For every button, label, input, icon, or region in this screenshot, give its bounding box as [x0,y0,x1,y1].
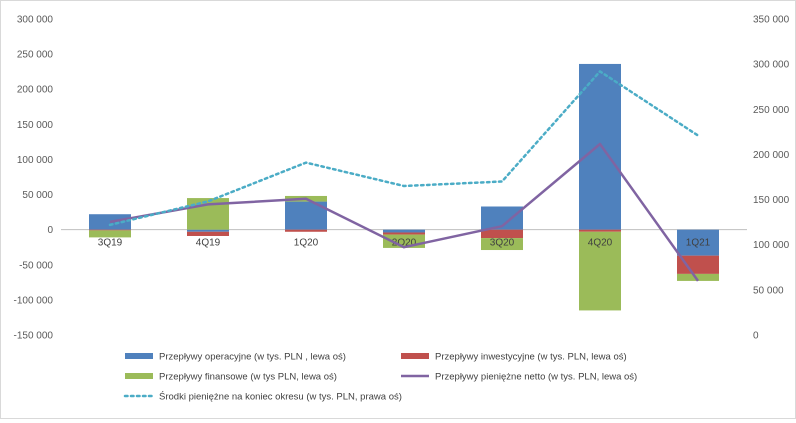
series-line [109,142,700,282]
right-tick-label: 200 000 [753,150,790,161]
left-tick-label: 250 000 [17,50,54,61]
left-tick-label: -100 000 [14,295,54,306]
legend: Przepływy operacyjne (w tys. PLN , lewa … [123,352,637,403]
bar [481,238,523,251]
legend-swatch [401,353,429,359]
left-tick-label: 0 [47,225,53,236]
category-label: 2Q20 [392,238,417,249]
bar [89,229,131,231]
left-tick-label: 300 000 [17,15,54,26]
left-tick-label: 100 000 [17,155,54,166]
bar [383,232,425,235]
category-label: 4Q19 [196,238,221,249]
bar [481,206,523,230]
left-tick-label: 50 000 [22,190,53,201]
left-tick-label: -50 000 [19,260,53,271]
legend-label: Środki pieniężne na koniec okresu (w tys… [159,391,402,403]
right-tick-label: 100 000 [753,240,790,251]
series-lines [108,70,700,282]
left-tick-label: -150 000 [14,331,54,342]
legend-swatch [125,353,153,359]
left-axis-ticks: 300 000 250 000 200 000 150 000 100 000 50 00… [14,15,54,342]
bar [579,63,621,230]
bar [579,229,621,232]
category-label: 3Q19 [98,238,123,249]
bar [187,231,229,236]
bar [89,230,131,238]
bar [677,273,719,281]
category-label: 3Q20 [490,238,515,249]
right-tick-label: 50 000 [753,285,784,296]
legend-label: Przepływy operacyjne (w tys. PLN , lewa … [159,352,346,363]
right-tick-label: 250 000 [753,105,790,116]
category-label: 1Q20 [294,238,319,249]
legend-label: Przepływy inwestycyjne (w tys. PLN, lewa… [435,352,627,363]
category-labels: 3Q19 4Q19 1Q20 2Q20 3Q20 4Q20 1Q21 [98,238,711,249]
left-tick-label: 200 000 [17,85,54,96]
bar [677,229,719,256]
bar [285,229,327,232]
bar [677,255,719,274]
bar [187,229,229,232]
right-tick-label: 0 [753,331,759,342]
series-line [108,70,700,227]
category-label: 4Q20 [588,238,613,249]
bar [89,214,131,230]
legend-label: Przepływy finansowe (w tys PLN, lewa oś) [159,372,337,383]
legend-label: Przepływy pieniężne netto (w tys. PLN, l… [435,372,637,383]
right-tick-label: 150 000 [753,195,790,206]
right-axis-ticks: 350 000 300 000 250 000 200 000 150 000 100 0… [753,15,790,342]
right-tick-label: 300 000 [753,60,790,71]
right-tick-label: 350 000 [753,15,790,26]
bar [579,231,621,311]
category-label: 1Q21 [686,238,711,249]
bar [383,229,425,233]
bar [481,229,523,239]
left-tick-label: 150 000 [17,120,54,131]
legend-swatch [125,373,153,379]
